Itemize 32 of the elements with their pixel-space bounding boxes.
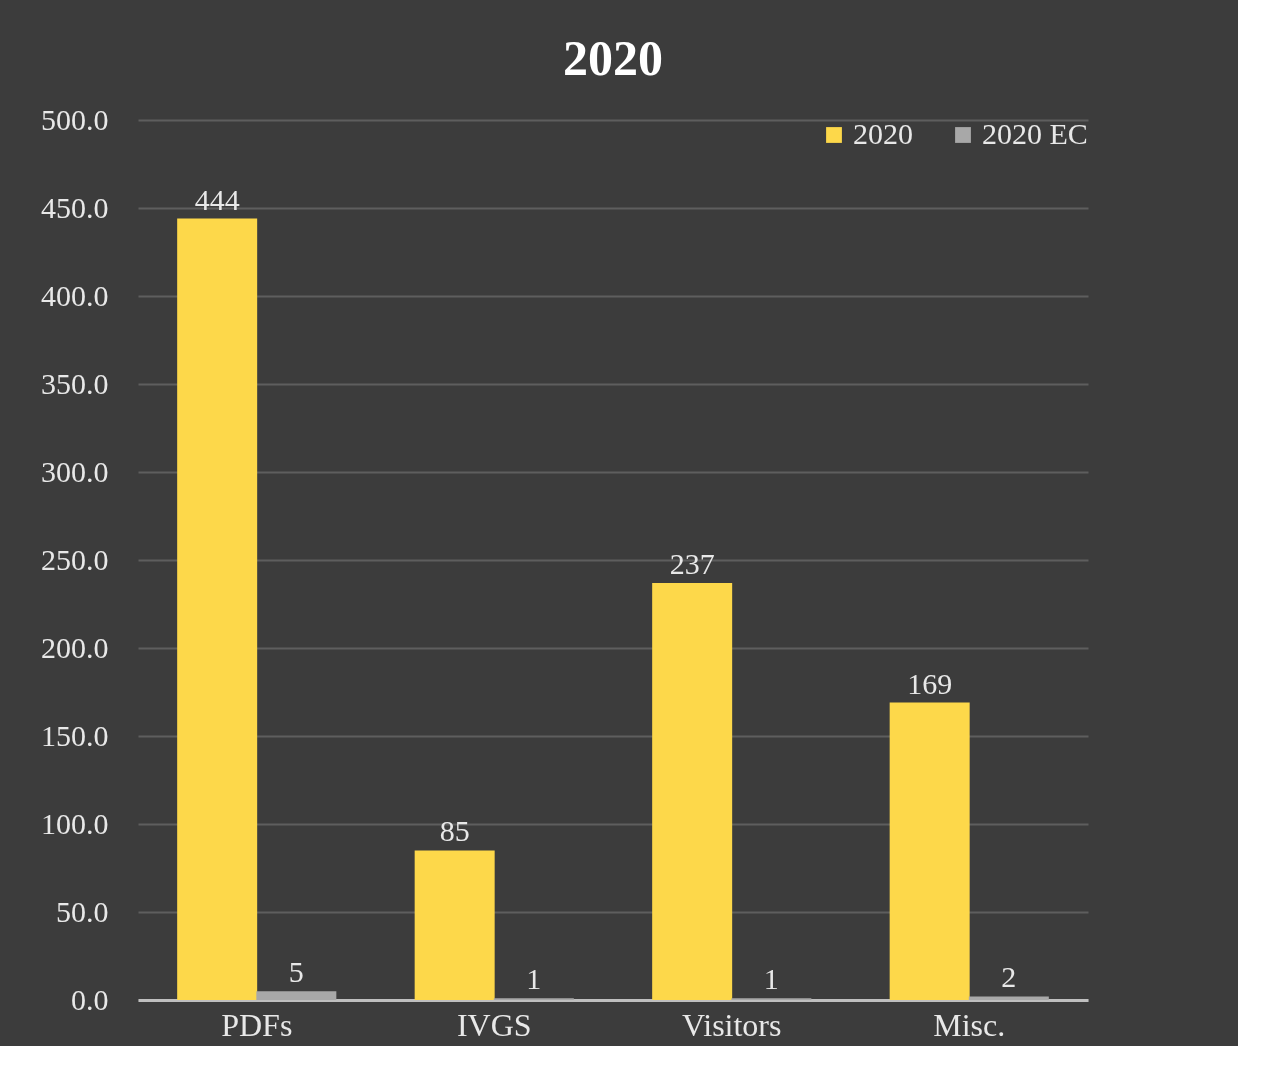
- bar: [652, 582, 733, 1000]
- y-tick-label: 350.0: [41, 366, 109, 400]
- y-tick-label: 450.0: [41, 190, 109, 224]
- data-label: 2: [1001, 960, 1017, 994]
- x-tick-label: Visitors: [682, 1006, 782, 1043]
- chart-title: 2020: [563, 30, 663, 86]
- data-label: 1: [763, 962, 779, 996]
- bar: [968, 996, 1049, 1000]
- data-label: 444: [194, 182, 240, 216]
- legend-label: 2020 EC: [982, 117, 1088, 150]
- y-tick-label: 0.0: [71, 982, 109, 1016]
- data-label: 85: [439, 814, 470, 848]
- y-tick-label: 50.0: [56, 894, 109, 928]
- data-label: 237: [669, 546, 715, 580]
- data-label: 169: [907, 666, 953, 700]
- y-tick-label: 500.0: [41, 102, 109, 136]
- y-tick-label: 250.0: [41, 542, 109, 576]
- bar: [414, 850, 495, 1000]
- legend-label: 2020: [853, 117, 913, 150]
- y-tick-label: 300.0: [41, 454, 109, 488]
- bar: [256, 991, 337, 1000]
- x-tick-label: Misc.: [933, 1006, 1006, 1043]
- y-tick-label: 200.0: [41, 630, 109, 664]
- bar: [889, 702, 970, 1000]
- bar: [177, 218, 258, 1000]
- y-tick-label: 400.0: [41, 278, 109, 312]
- y-tick-label: 100.0: [41, 806, 109, 840]
- y-tick-label: 150.0: [41, 718, 109, 752]
- data-label: 5: [288, 955, 304, 989]
- x-tick-label: PDFs: [221, 1006, 293, 1043]
- data-label: 1: [526, 962, 542, 996]
- x-tick-label: IVGS: [456, 1006, 532, 1043]
